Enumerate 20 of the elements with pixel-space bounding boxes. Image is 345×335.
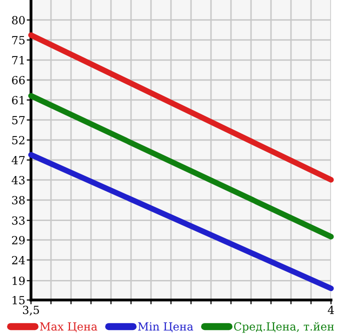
y-tick-label: 29 bbox=[12, 236, 25, 244]
y-tick-label: 47 bbox=[12, 156, 25, 164]
y-tick-label: 57 bbox=[12, 116, 25, 124]
y-tick-label: 38 bbox=[12, 196, 25, 204]
y-tick-label: 24 bbox=[12, 256, 25, 264]
y-tick-label: 52 bbox=[12, 136, 24, 144]
y-tick-label: 15 bbox=[12, 296, 25, 304]
legend-label: Max Цена bbox=[40, 322, 98, 332]
y-tick-label: 75 bbox=[12, 36, 25, 44]
x-tick-label: 4 bbox=[328, 306, 334, 314]
y-tick-label: 33 bbox=[12, 216, 25, 225]
legend-label: Min Цена bbox=[138, 322, 194, 332]
legend-label: Сред.Цена, т.йен bbox=[234, 322, 334, 333]
y-tick-label: 71 bbox=[12, 56, 24, 64]
x-tick-label: 3,5 bbox=[23, 306, 39, 316]
y-tick-label: 80 bbox=[12, 16, 25, 24]
y-tick-label: 61 bbox=[12, 96, 24, 104]
y-tick-label: 19 bbox=[12, 276, 25, 286]
y-tick-label: 43 bbox=[12, 176, 25, 184]
y-tick-label: 66 bbox=[12, 76, 25, 84]
